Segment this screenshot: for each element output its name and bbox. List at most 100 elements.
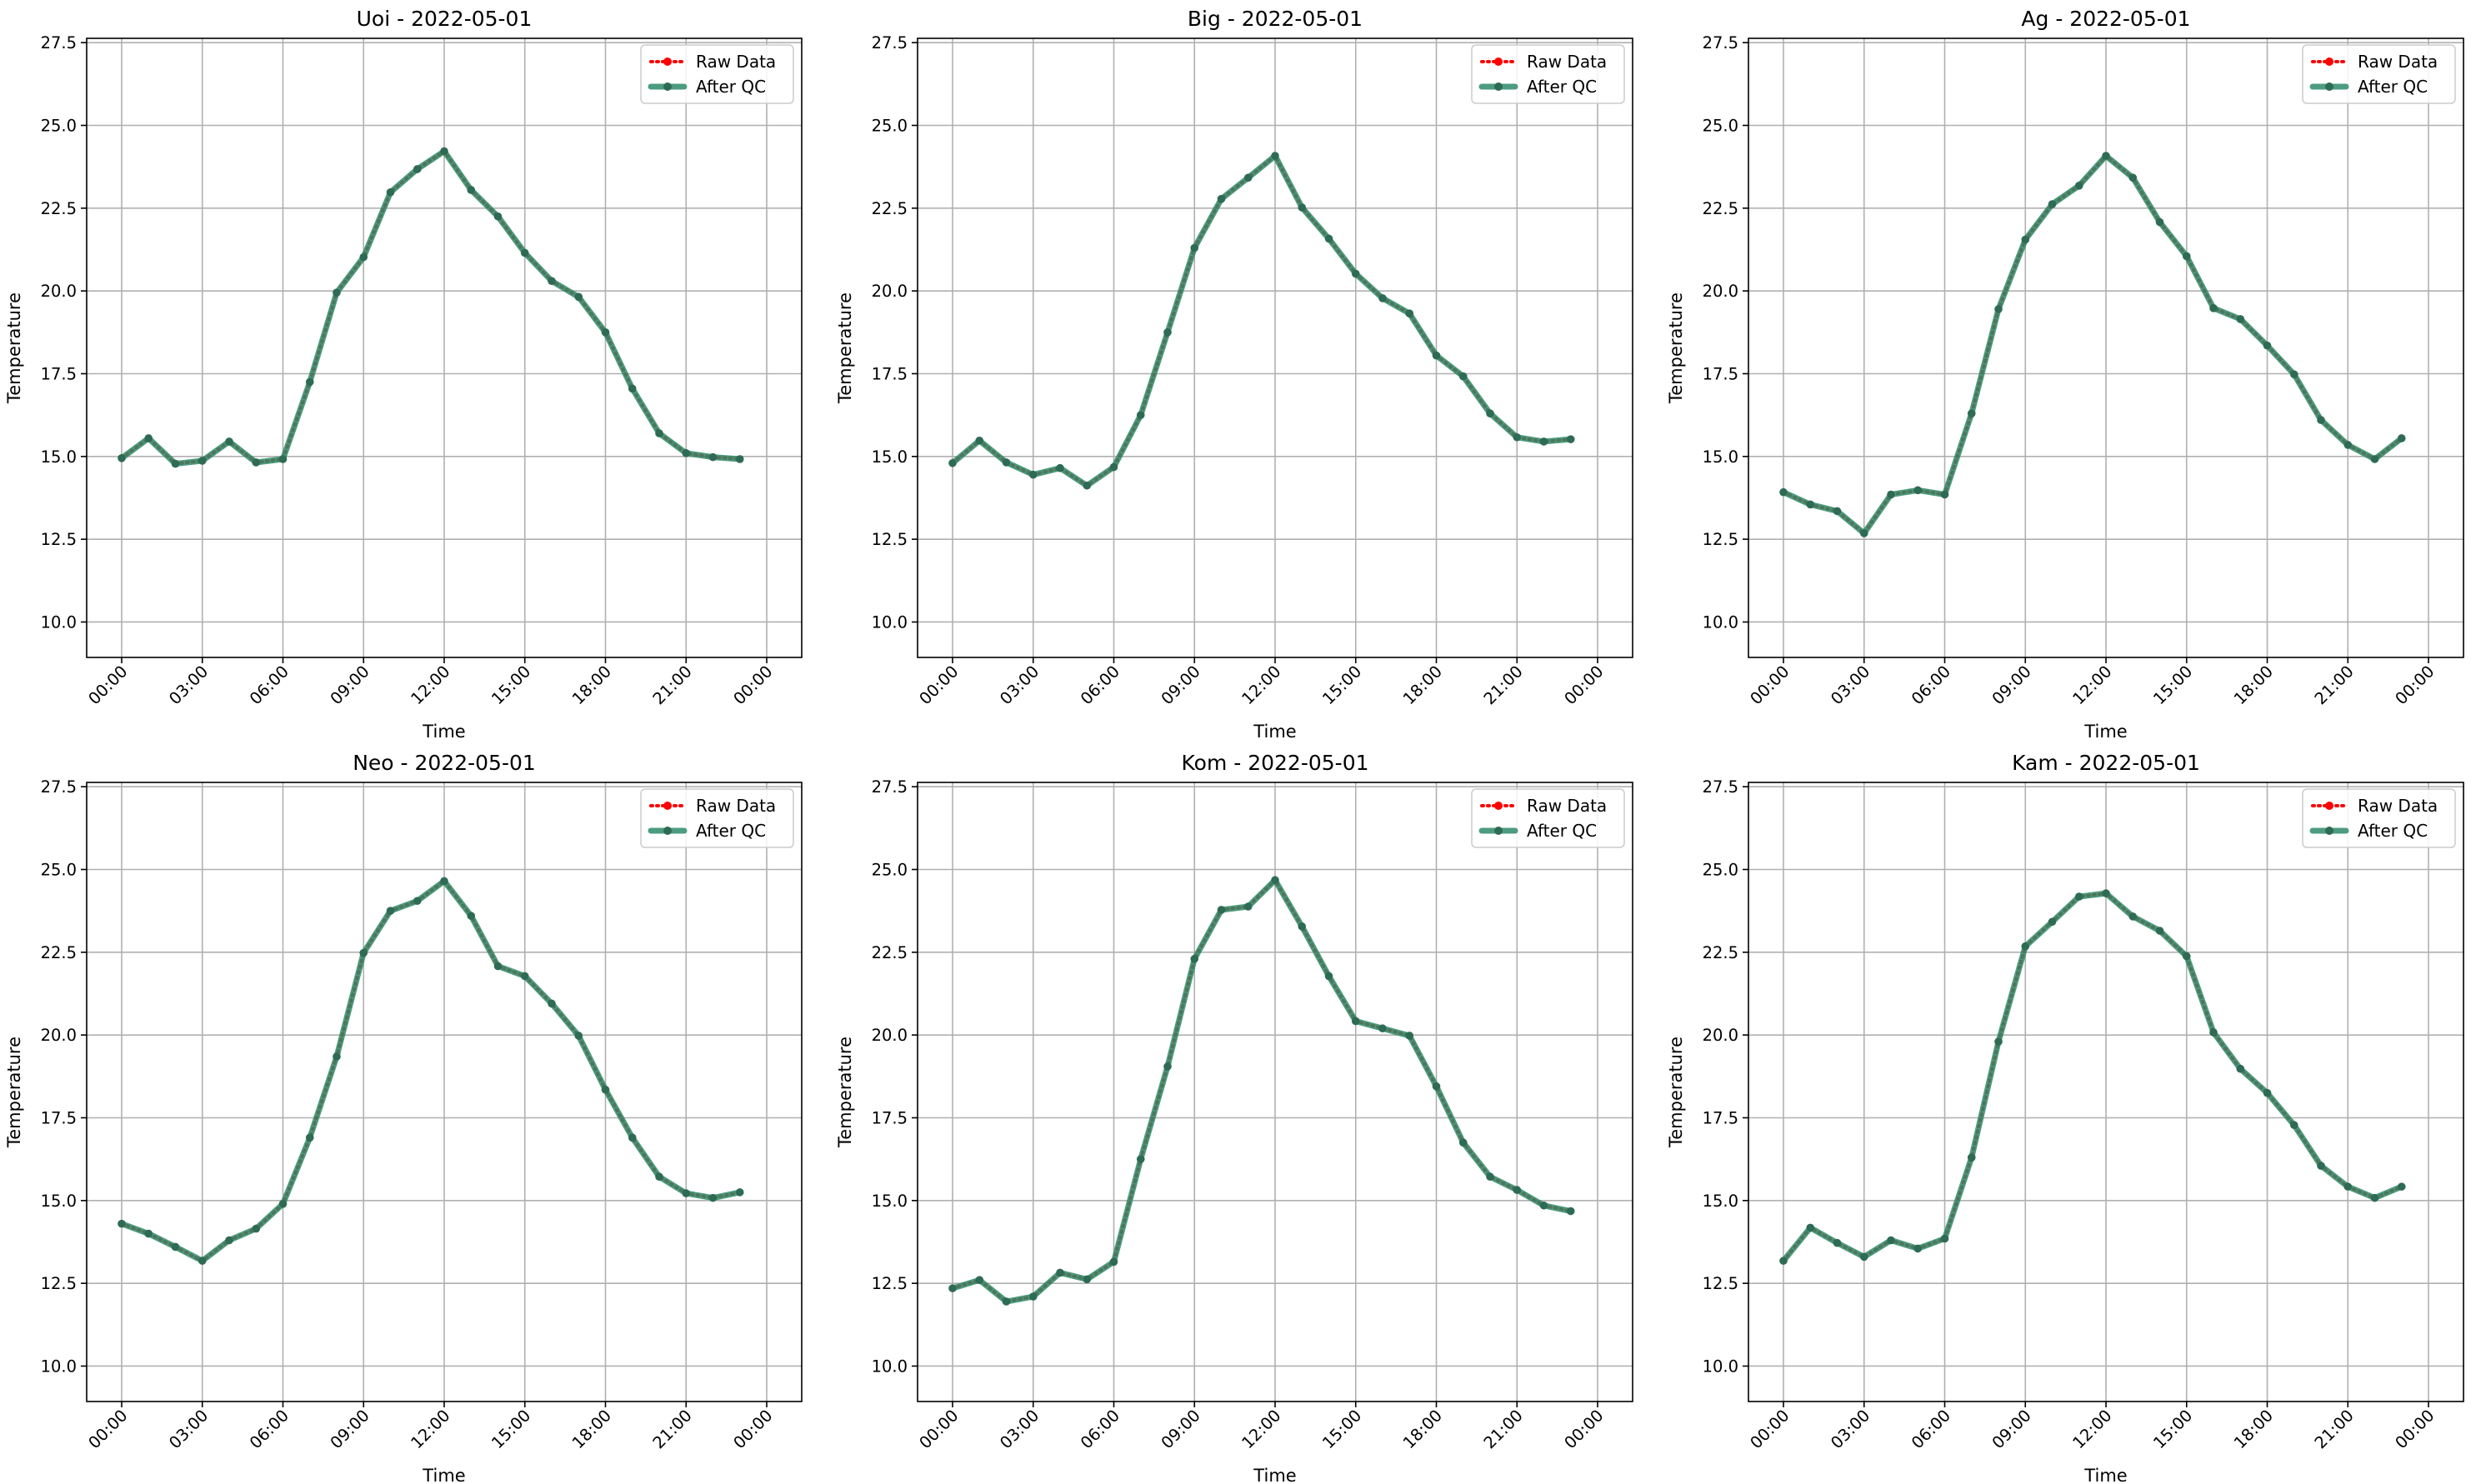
x-tick-label: 09:00 xyxy=(1158,1406,1204,1452)
point-after-qc xyxy=(171,1242,180,1252)
point-after-qc xyxy=(2182,952,2191,961)
series-line-raw-data xyxy=(1782,153,2403,536)
y-tick-label: 10.0 xyxy=(1703,612,1738,632)
x-tick-label: 12:00 xyxy=(1238,1406,1285,1452)
x-tick-label: 00:00 xyxy=(1561,1406,1608,1452)
point-after-qc xyxy=(467,186,476,194)
legend-marker-raw-data xyxy=(1494,802,1503,810)
x-tick-label: 18:00 xyxy=(1399,662,1446,708)
legend-marker-raw-data xyxy=(2325,802,2333,810)
x-tick-label: 18:00 xyxy=(2230,662,2277,708)
point-after-qc xyxy=(386,187,395,197)
legend-marker-raw-data xyxy=(663,57,672,66)
y-tick-label: 27.5 xyxy=(872,33,908,52)
point-after-qc xyxy=(682,1189,691,1197)
chart-panel: 10.0 12.5 15.0 17.5 20.0 22.5 25.0 27.5 00:00 03:… xyxy=(835,7,1633,742)
x-tick-label: 00:00 xyxy=(2392,1406,2438,1452)
point-after-qc xyxy=(1028,1292,1038,1301)
legend-label-after-qc: After QC xyxy=(1527,821,1597,841)
point-after-qc xyxy=(1109,1257,1118,1267)
point-after-qc xyxy=(2317,1162,2325,1170)
point-after-qc xyxy=(1913,486,1923,495)
point-after-qc xyxy=(386,907,395,915)
point-after-qc xyxy=(1967,1153,1976,1162)
point-after-qc xyxy=(305,377,314,387)
point-after-qc xyxy=(493,962,503,971)
y-tick-label: 12.5 xyxy=(41,530,77,549)
x-tick-label: 18:00 xyxy=(2230,1406,2277,1452)
legend-marker-after-qc xyxy=(1494,82,1503,91)
point-after-qc xyxy=(252,1224,261,1233)
series-line-after-qc xyxy=(1780,890,2405,1264)
x-tick-label: 06:00 xyxy=(246,662,293,708)
x-tick-label: 06:00 xyxy=(1908,1406,1954,1452)
point-after-qc xyxy=(1351,269,1360,278)
point-after-qc xyxy=(198,1257,207,1265)
point-after-qc xyxy=(333,288,341,297)
y-tick-label: 22.5 xyxy=(41,199,77,218)
point-after-qc xyxy=(1190,954,1199,963)
y-axis-label: Temperature xyxy=(4,1037,24,1148)
point-after-qc xyxy=(1109,462,1118,472)
point-after-qc xyxy=(2370,1193,2379,1202)
x-tick-label: 06:00 xyxy=(1908,662,1954,708)
point-after-qc xyxy=(1298,922,1307,931)
point-after-qc xyxy=(1405,1032,1414,1040)
legend-marker-after-qc xyxy=(663,82,672,91)
legend-label-raw-data: Raw Data xyxy=(696,52,776,72)
point-after-qc xyxy=(278,1199,288,1208)
point-after-qc xyxy=(2074,892,2083,901)
x-tick-label: 06:00 xyxy=(1077,1406,1123,1452)
point-after-qc xyxy=(2236,315,2245,323)
point-after-qc xyxy=(1028,470,1038,479)
x-axis-label: Time xyxy=(422,722,465,742)
x-tick-label: 03:00 xyxy=(165,1406,212,1452)
series-line-after-qc xyxy=(949,877,1574,1305)
y-tick-label: 12.5 xyxy=(872,1274,908,1293)
chart-title: Neo - 2022-05-01 xyxy=(353,751,536,775)
point-after-qc xyxy=(1833,1238,1842,1247)
y-axis-label: Temperature xyxy=(835,1037,855,1148)
y-tick-label: 10.0 xyxy=(41,612,77,632)
point-after-qc xyxy=(1002,1297,1011,1306)
point-after-qc xyxy=(333,1052,341,1061)
legend-label-raw-data: Raw Data xyxy=(2358,796,2438,816)
point-after-qc xyxy=(1298,203,1307,212)
x-axis-label: Time xyxy=(2083,1466,2127,1484)
point-after-qc xyxy=(2317,416,2325,424)
legend-label-after-qc: After QC xyxy=(1527,77,1597,97)
chart-panel: 10.0 12.5 15.0 17.5 20.0 22.5 25.0 27.5 00:00 03:… xyxy=(1666,7,2464,742)
point-after-qc xyxy=(948,1284,957,1292)
point-after-qc xyxy=(144,1229,153,1238)
point-after-qc xyxy=(1378,1024,1387,1033)
series-line-after-qc xyxy=(949,152,1574,489)
point-after-qc xyxy=(628,384,637,393)
point-after-qc xyxy=(2263,1088,2272,1097)
x-axis-label: Time xyxy=(422,1466,465,1484)
y-tick-label: 27.5 xyxy=(41,777,77,797)
point-after-qc xyxy=(548,277,556,286)
point-after-qc xyxy=(2155,927,2164,935)
point-after-qc xyxy=(2289,1121,2298,1130)
point-after-qc xyxy=(1083,481,1092,490)
point-after-qc xyxy=(1136,1155,1145,1163)
y-tick-label: 15.0 xyxy=(1703,1192,1738,1211)
legend: Raw Data After QC xyxy=(2302,44,2456,104)
x-tick-label: 18:00 xyxy=(568,1406,615,1452)
y-tick-label: 10.0 xyxy=(1703,1357,1738,1376)
y-tick-label: 25.0 xyxy=(1703,116,1738,135)
point-after-qc xyxy=(1994,305,2003,313)
y-tick-label: 22.5 xyxy=(872,943,908,962)
point-after-qc xyxy=(493,212,503,221)
y-tick-label: 25.0 xyxy=(872,116,908,135)
point-after-qc xyxy=(198,457,207,465)
chart-panel: 10.0 12.5 15.0 17.5 20.0 22.5 25.0 27.5 00:00 03:… xyxy=(1666,751,2464,1484)
point-after-qc xyxy=(2128,912,2138,921)
point-after-qc xyxy=(1539,437,1548,446)
y-tick-label: 17.5 xyxy=(1703,364,1738,383)
point-after-qc xyxy=(548,999,556,1008)
point-after-qc xyxy=(2021,235,2030,244)
y-tick-label: 22.5 xyxy=(1703,199,1738,218)
point-after-qc xyxy=(2048,200,2057,208)
